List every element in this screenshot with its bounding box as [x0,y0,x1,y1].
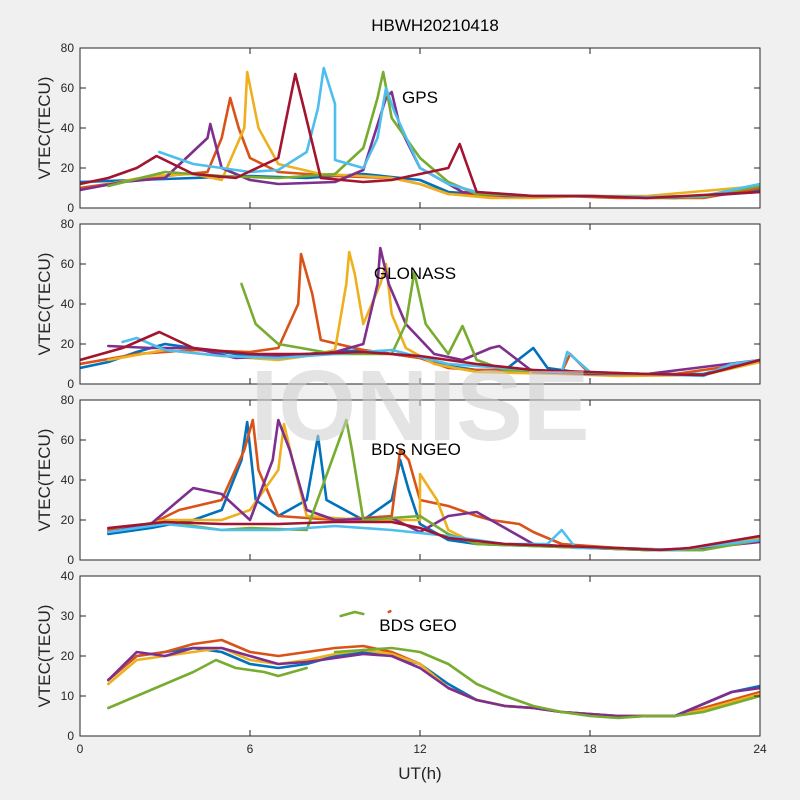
x-tick-label: 12 [413,742,427,756]
y-tick-label: 60 [61,81,75,95]
series-group [107,609,760,720]
x-tick-label: 6 [247,742,254,756]
figure-title: HBWH20210418 [371,16,499,35]
y-tick-label: 20 [61,337,75,351]
y-axis-label: VTEC(TECU) [35,253,54,356]
series-group [107,418,760,552]
x-tick-label: 18 [583,742,597,756]
panel-label: BDS NGEO [371,440,461,459]
x-tick-label: 24 [753,742,767,756]
chart-panel-1: 0 20 40 60 80 VTEC(TECU) GPS [35,41,761,215]
y-tick-label: 0 [67,729,74,743]
y-tick-label: 0 [67,377,74,391]
y-tick-label: 80 [61,393,75,407]
y-tick-label: 20 [61,513,75,527]
y-tick-label: 0 [67,201,74,215]
panel-label: BDS GEO [379,616,456,635]
y-tick-label: 10 [61,689,75,703]
y-tick-label: 30 [61,609,75,623]
watermark-text: IONISE [251,350,590,462]
y-tick-label: 80 [61,217,75,231]
y-tick-label: 40 [61,297,75,311]
y-tick-label: 20 [61,161,75,175]
y-tick-label: 40 [61,569,75,583]
chart-panel-3: 0 20 40 60 80 VTEC(TECU) BDS NGEO [35,393,761,567]
x-axis-label: UT(h) [398,764,441,783]
x-tick-label: 0 [77,742,84,756]
chart-panel-4: 0 10 20 30 40 0 6 12 18 24 VTEC(TECU) UT(h) BDS GEO [35,569,767,783]
chart-panel-2: 0 20 40 60 80 VTEC(TECU) GLONASS [35,217,761,391]
panel-label: GLONASS [374,264,456,283]
series-line-7 [339,610,365,618]
y-axis-label: VTEC(TECU) [35,605,54,708]
series-line-3 [107,70,760,200]
series-line-5 [107,658,308,710]
panel-label: GPS [402,88,438,107]
series-line-6 [333,646,760,720]
y-tick-label: 40 [61,473,75,487]
y-tick-label: 60 [61,433,75,447]
y-tick-label: 60 [61,257,75,271]
series-group [80,246,760,378]
series-line-8 [387,609,392,614]
y-tick-label: 20 [61,649,75,663]
series-line-7 [80,72,760,200]
y-axis-label: VTEC(TECU) [35,77,54,180]
series-line-7 [80,330,760,377]
series-group [80,66,760,200]
plot-area [80,576,760,736]
y-axis-label: VTEC(TECU) [35,429,54,532]
y-tick-label: 0 [67,553,74,567]
y-tick-label: 80 [61,41,75,55]
series-line-7 [107,520,760,552]
y-tick-label: 40 [61,121,75,135]
series-line-2 [107,418,760,552]
